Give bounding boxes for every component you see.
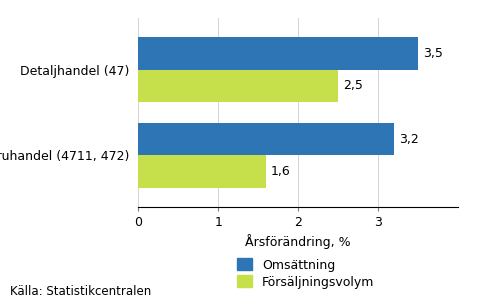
- Text: Källa: Statistikcentralen: Källa: Statistikcentralen: [10, 285, 151, 298]
- Bar: [138, 155, 266, 188]
- Legend: Omsättning, Försäljningsvolym: Omsättning, Försäljningsvolym: [237, 258, 374, 288]
- Bar: [138, 123, 394, 155]
- Text: 2,5: 2,5: [343, 79, 363, 92]
- Bar: [138, 70, 338, 102]
- Text: 3,5: 3,5: [423, 47, 443, 60]
- Bar: [138, 37, 419, 70]
- Text: 1,6: 1,6: [271, 165, 291, 178]
- X-axis label: Årsförändring, %: Årsförändring, %: [246, 234, 351, 249]
- Text: 3,2: 3,2: [399, 133, 419, 146]
